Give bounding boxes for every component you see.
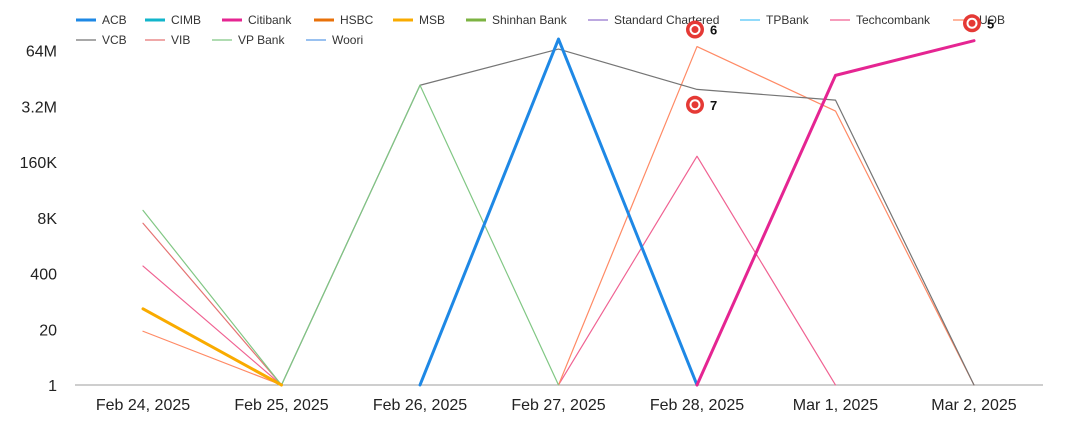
series-layer: [141, 37, 976, 387]
legend-label: VP Bank: [238, 33, 285, 47]
legend-item-cimb[interactable]: CIMB: [145, 13, 201, 27]
legend-item-vcb[interactable]: VCB: [76, 33, 127, 47]
y-tick-label: 8K: [37, 211, 57, 228]
x-axis: Feb 24, 2025 Feb 25, 2025 Feb 26, 2025 Feb …: [96, 397, 1017, 414]
annotation-label: 7: [710, 98, 717, 113]
legend-item-vp-bank[interactable]: VP Bank: [212, 33, 285, 47]
series-uob: [142, 45, 975, 386]
annotation-dot: [691, 26, 699, 34]
legend-label: VCB: [102, 33, 127, 47]
legend-label: HSBC: [340, 13, 374, 27]
y-tick-label: 20: [39, 322, 57, 339]
series-citibank: [695, 39, 976, 387]
x-tick-label: Mar 1, 2025: [793, 397, 878, 414]
y-tick-label: 64M: [26, 44, 57, 61]
legend-item-msb[interactable]: MSB: [393, 13, 445, 27]
series-msb: [141, 307, 283, 387]
legend-label: Standard Chartered: [614, 13, 719, 27]
legend-label: Shinhan Bank: [492, 13, 568, 27]
legend-label: ACB: [102, 13, 127, 27]
legend-label: Techcombank: [856, 13, 931, 27]
series-line-uob: [557, 45, 975, 386]
annotation-layer: 6 7 5: [686, 14, 994, 114]
series-line-techcombank: [142, 265, 283, 386]
y-tick-label: 1: [48, 378, 57, 395]
legend-item-acb[interactable]: ACB: [76, 13, 127, 27]
series-vp-bank: [142, 84, 560, 386]
x-tick-label: Feb 25, 2025: [234, 397, 328, 414]
x-tick-label: Feb 26, 2025: [373, 397, 467, 414]
annotation-dot: [968, 19, 976, 27]
annotation-marker[interactable]: 5: [963, 14, 994, 33]
y-tick-label: 3.2M: [21, 99, 57, 116]
legend-item-vib[interactable]: VIB: [145, 33, 190, 47]
series-line-techcombank: [557, 155, 837, 386]
legend-item-tpbank[interactable]: TPBank: [740, 13, 810, 27]
y-tick-label: 160K: [20, 155, 58, 172]
y-axis: 1 20 400 8K 160K 3.2M 64M: [20, 44, 58, 395]
legend-label: TPBank: [766, 13, 810, 27]
annotation-dot: [691, 101, 699, 109]
annotation-marker[interactable]: 7: [686, 95, 717, 114]
legend-item-woori[interactable]: Woori: [306, 33, 363, 47]
legend-label: Citibank: [248, 13, 292, 27]
legend-label: UOB: [979, 13, 1005, 27]
series-acb: [418, 37, 699, 387]
x-tick-label: Mar 2, 2025: [931, 397, 1016, 414]
series-line-acb: [418, 37, 699, 387]
series-line-citibank: [695, 39, 976, 387]
legend: ACB CIMB Citibank HSBC MSB Shinhan Bank Standa…: [76, 13, 1005, 47]
x-tick-label: Feb 28, 2025: [650, 397, 744, 414]
series-techcombank: [142, 155, 837, 386]
series-line-vib: [142, 222, 283, 386]
legend-item-techcombank[interactable]: Techcombank: [830, 13, 931, 27]
legend-label: CIMB: [171, 13, 201, 27]
y-tick-label: 400: [30, 267, 57, 284]
legend-item-shinhan-bank[interactable]: Shinhan Bank: [466, 13, 568, 27]
x-tick-label: Feb 27, 2025: [511, 397, 605, 414]
series-line-uob: [142, 330, 283, 386]
legend-label: Woori: [332, 33, 363, 47]
legend-label: VIB: [171, 33, 190, 47]
x-tick-label: Feb 24, 2025: [96, 397, 190, 414]
annotation-label: 6: [710, 23, 717, 38]
annotation-label: 5: [987, 16, 994, 31]
series-line-msb: [141, 307, 283, 387]
legend-item-hsbc[interactable]: HSBC: [314, 13, 374, 27]
annotation-marker[interactable]: 6: [686, 20, 717, 39]
legend-item-citibank[interactable]: Citibank: [222, 13, 292, 27]
series-line-vp-bank: [142, 84, 560, 386]
legend-label: MSB: [419, 13, 445, 27]
series-vib: [142, 222, 283, 386]
